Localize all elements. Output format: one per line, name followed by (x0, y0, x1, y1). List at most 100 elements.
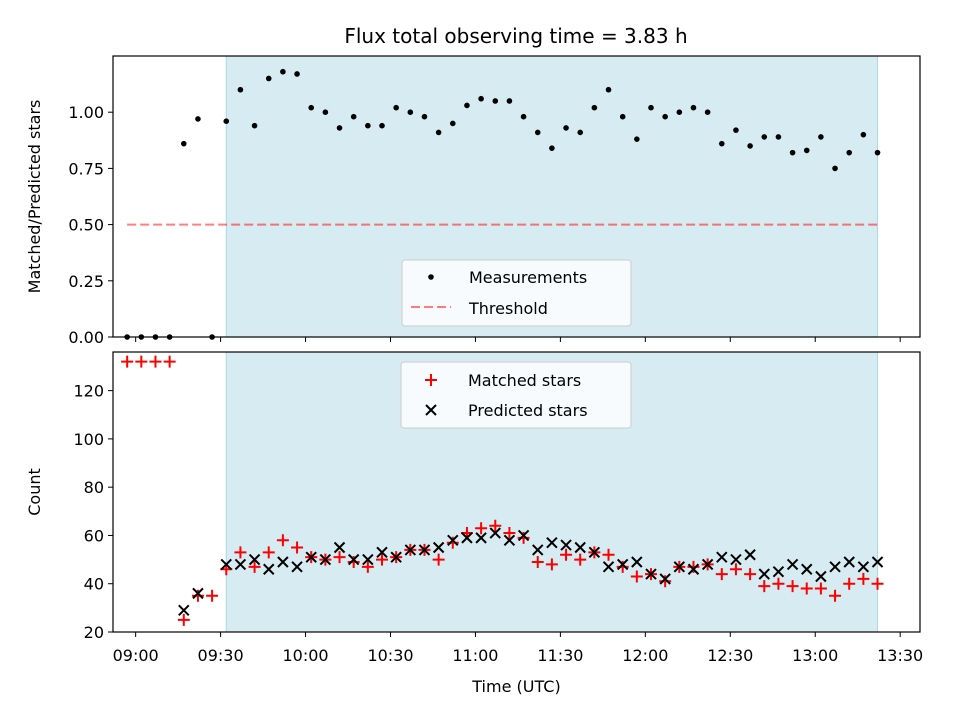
predicted-star-point (588, 546, 601, 559)
measurement-point (818, 134, 824, 140)
predicted-star-point (815, 570, 827, 583)
matched-star-point (248, 560, 261, 573)
x-tick-label: 12:00 (622, 646, 668, 665)
measurement-point (747, 143, 753, 149)
legend-label-threshold: Threshold (468, 299, 548, 318)
measurement-point (662, 113, 668, 120)
matched-star-point (517, 531, 530, 544)
measurement-point (180, 140, 187, 147)
measurement-point (832, 165, 838, 172)
measurement-point (775, 134, 782, 140)
predicted-star-point (758, 568, 770, 580)
y-tick-label: 40 (84, 575, 104, 594)
predicted-star-point (333, 541, 346, 554)
matched-star-point (333, 551, 346, 564)
axes-frame (112, 55, 921, 338)
measurement-point (407, 109, 414, 115)
matched-star-point (376, 553, 388, 566)
measurement-point (648, 104, 654, 111)
measurement-point (605, 86, 612, 93)
measurement-point (704, 109, 711, 115)
predicted-star-point (871, 556, 884, 568)
predicted-star-point (362, 553, 374, 566)
x-axis-label: Time (UTC) (471, 677, 560, 696)
matched-star-point (503, 527, 516, 540)
legend-marker-matched (425, 374, 437, 386)
matched-star-point (744, 568, 757, 581)
measurement-point (577, 129, 584, 136)
matched-star-point (361, 560, 374, 573)
matched-star-point (814, 582, 827, 595)
x-tick-label: 12:30 (707, 646, 753, 665)
legend-label-measurements: Measurements (469, 268, 587, 287)
predicted-star-point (489, 527, 501, 539)
matched-star-point (772, 577, 785, 590)
legend-marker-predicted (425, 404, 437, 416)
measurement-point (294, 71, 300, 77)
predicted-star-point (829, 561, 841, 573)
matched-star-point (149, 355, 162, 368)
measurement-point (195, 116, 201, 122)
matched-star-point (715, 568, 728, 581)
legend-label-predicted: Predicted stars (468, 401, 588, 420)
predicted-star-point (319, 553, 332, 566)
predicted-star-point (404, 544, 417, 556)
matched-star-point (871, 577, 884, 590)
legend-label-matched: Matched stars (468, 371, 581, 390)
measurement-point (874, 149, 881, 156)
measurement-point (379, 122, 385, 129)
predicted-star-point (291, 561, 303, 573)
measurement-point (365, 122, 371, 129)
predicted-star-point (645, 568, 657, 580)
matched-star-point (560, 548, 573, 561)
predicted-star-point (659, 573, 671, 585)
predicted-star-point (192, 587, 204, 600)
predicted-star-point (347, 553, 360, 566)
measurement-point (549, 145, 555, 151)
bottom-panel: 20 40 60 80 100 120 09:00 09:30 10:00 10:30 11:00 1… (25, 351, 923, 696)
measurement-point (591, 104, 598, 111)
predicted-star-point (786, 558, 799, 571)
y-tick-label: 60 (84, 526, 104, 545)
matched-star-point (630, 570, 643, 583)
predicted-star-point (517, 529, 530, 542)
matched-star-point (135, 355, 148, 368)
predicted-star-point (560, 539, 572, 551)
predicted-star-point (220, 558, 232, 571)
y-axis-label: Count (25, 468, 44, 516)
matched-star-point (276, 534, 289, 547)
measurement-point (718, 140, 725, 147)
matched-star-point (262, 546, 275, 559)
matched-star-point (602, 548, 615, 561)
x-tick-label: 11:00 (452, 646, 498, 665)
predicted-star-point (178, 604, 190, 616)
x-tick-label: 09:30 (198, 646, 244, 665)
y-tick-label: 120 (73, 382, 104, 401)
x-tick-label: 10:30 (367, 646, 413, 665)
legend-marker-measurements (428, 274, 434, 280)
matched-star-point (291, 541, 304, 554)
x-tick-label: 13:30 (877, 646, 923, 665)
predicted-star-point (687, 563, 700, 575)
measurement-point (520, 113, 527, 120)
top-panel: 0.00 0.25 0.50 0.75 1.00 Matched/Predicted st… (25, 55, 921, 347)
matched-star-point (800, 582, 813, 595)
matched-star-point (829, 589, 842, 602)
predicted-star-point (277, 556, 289, 568)
y-tick-label: 0.50 (68, 216, 104, 235)
measurement-point (350, 113, 357, 120)
matched-star-point (475, 522, 488, 535)
measurement-point (464, 102, 470, 109)
measurement-point (846, 149, 853, 156)
predicted-star-point (602, 561, 615, 573)
predicted-star-point (801, 563, 813, 575)
predicted-star-point (716, 551, 728, 563)
predicted-star-point (631, 556, 643, 568)
matched-star-point (177, 613, 190, 626)
matched-star-point (616, 560, 629, 573)
measurement-point (733, 127, 739, 133)
predicted-star-point (546, 536, 558, 549)
matched-star-point (758, 580, 771, 593)
predicted-star-point (843, 556, 855, 568)
